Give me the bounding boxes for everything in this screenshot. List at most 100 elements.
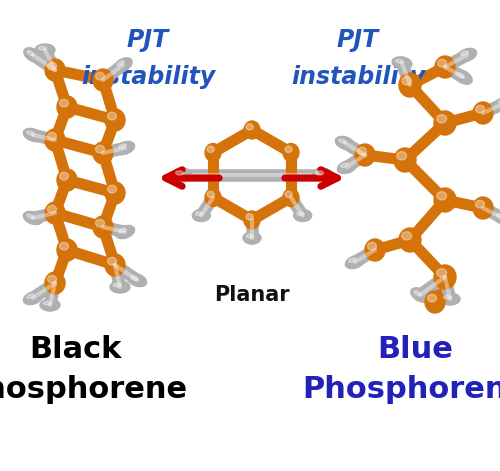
Ellipse shape [444,295,452,299]
Ellipse shape [60,242,68,250]
Ellipse shape [48,205,56,213]
Text: Planar: Planar [214,285,290,305]
Ellipse shape [40,299,60,311]
Ellipse shape [35,44,55,56]
Ellipse shape [38,47,46,50]
Ellipse shape [45,272,65,294]
Ellipse shape [196,212,202,216]
Ellipse shape [243,232,261,244]
Ellipse shape [397,152,406,160]
Ellipse shape [93,142,113,164]
Ellipse shape [26,131,34,135]
Ellipse shape [108,112,116,120]
Ellipse shape [425,291,445,313]
Ellipse shape [246,214,253,220]
Ellipse shape [93,69,113,91]
Ellipse shape [114,58,132,72]
Ellipse shape [440,293,460,305]
Ellipse shape [44,301,52,305]
Text: Black: Black [29,335,121,364]
Ellipse shape [458,49,476,62]
Ellipse shape [108,257,116,265]
Ellipse shape [128,273,146,286]
Ellipse shape [118,144,126,148]
Ellipse shape [438,59,446,67]
Ellipse shape [283,144,299,162]
Ellipse shape [476,200,484,208]
Ellipse shape [24,292,42,305]
Ellipse shape [473,197,493,219]
Ellipse shape [285,191,292,197]
Ellipse shape [130,276,138,280]
Ellipse shape [358,147,366,155]
Ellipse shape [45,202,65,224]
Ellipse shape [48,276,56,283]
Ellipse shape [285,146,292,153]
Ellipse shape [244,211,260,229]
Ellipse shape [473,102,493,124]
Ellipse shape [26,214,34,219]
Ellipse shape [368,242,376,250]
Text: Phosphorene: Phosphorene [302,375,500,404]
Ellipse shape [294,210,312,221]
Ellipse shape [338,161,356,174]
Ellipse shape [116,141,134,154]
Ellipse shape [402,77,411,85]
Ellipse shape [205,188,221,206]
Ellipse shape [312,168,332,182]
Ellipse shape [336,137,354,150]
Ellipse shape [338,139,346,143]
Ellipse shape [348,258,356,262]
Ellipse shape [495,97,500,109]
Ellipse shape [437,192,446,200]
Ellipse shape [460,51,468,56]
Ellipse shape [176,171,184,175]
Text: instability: instability [81,65,215,89]
Ellipse shape [435,56,455,78]
Ellipse shape [414,291,421,296]
Ellipse shape [207,191,214,197]
Ellipse shape [96,73,104,80]
Ellipse shape [392,57,412,69]
Ellipse shape [434,265,456,289]
Ellipse shape [316,171,324,175]
Ellipse shape [399,73,421,97]
Ellipse shape [96,219,104,227]
Ellipse shape [396,59,404,63]
Ellipse shape [437,114,446,123]
Ellipse shape [434,188,456,212]
Ellipse shape [498,99,500,103]
Text: instability: instability [291,65,425,89]
Ellipse shape [110,281,130,293]
Text: Phosphorene: Phosphorene [0,375,188,404]
Ellipse shape [57,96,77,118]
Ellipse shape [192,210,210,221]
Ellipse shape [24,129,42,142]
Ellipse shape [476,106,484,113]
Ellipse shape [340,163,348,167]
Ellipse shape [105,254,125,276]
Ellipse shape [108,185,116,193]
Ellipse shape [346,255,364,268]
Ellipse shape [96,145,104,153]
Ellipse shape [246,124,253,130]
Text: PJT: PJT [337,28,379,52]
Ellipse shape [411,288,429,302]
Ellipse shape [437,268,446,277]
Ellipse shape [57,239,77,261]
Text: Blue: Blue [377,335,453,364]
Ellipse shape [24,211,42,225]
Ellipse shape [399,228,421,252]
Ellipse shape [60,99,68,107]
Ellipse shape [207,146,214,153]
Ellipse shape [246,235,254,238]
Ellipse shape [105,182,125,204]
Ellipse shape [496,214,500,218]
Ellipse shape [60,172,68,180]
Ellipse shape [365,239,385,261]
Ellipse shape [493,211,500,224]
Ellipse shape [45,59,65,81]
Ellipse shape [355,144,375,166]
Ellipse shape [394,148,416,172]
Ellipse shape [48,132,56,140]
